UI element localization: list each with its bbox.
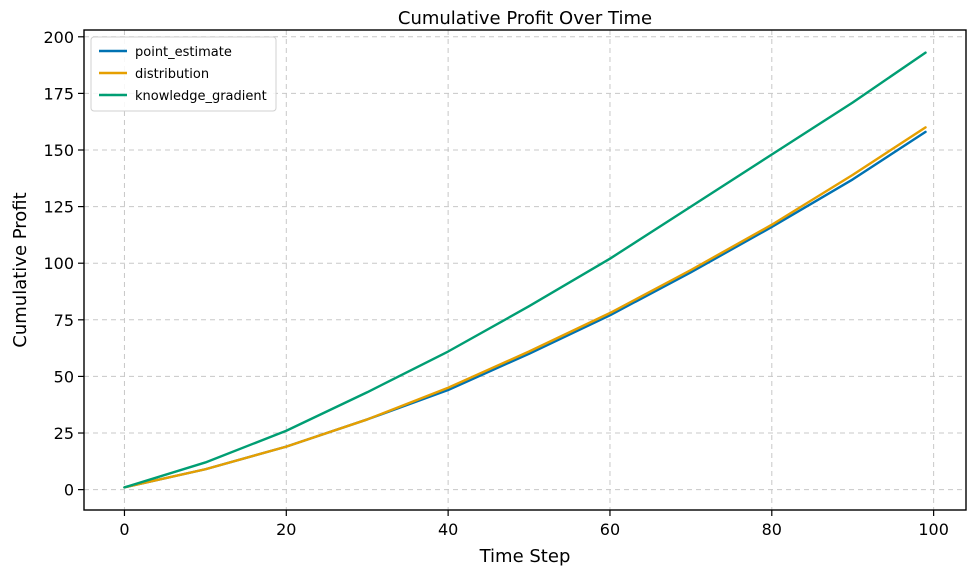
y-tick-label: 150 [43, 141, 74, 160]
y-tick-label: 175 [43, 84, 74, 103]
y-tick-label: 50 [54, 367, 74, 386]
legend-box [90, 36, 277, 112]
y-tick-label: 0 [64, 481, 74, 500]
y-tick-label: 125 [43, 198, 74, 217]
legend-label-knowledge_gradient: knowledge_gradient [135, 89, 267, 104]
axis-ticks: 0 20 40 60 80 100 0 25 50 75 100 125 150 175 200 [43, 28, 948, 539]
x-axis-title: Time Step [479, 546, 571, 567]
y-tick-label: 200 [43, 28, 74, 47]
grid-lines [84, 30, 966, 510]
series-line-knowledge_gradient [123, 51, 927, 489]
legend-label-distribution: distribution [135, 67, 209, 82]
series-line-distribution [123, 126, 927, 489]
x-tick-label: 20 [276, 520, 296, 539]
series-lines [123, 51, 927, 489]
legend-label-point_estimate: point_estimate [135, 45, 232, 60]
legend: point_estimate distribution knowledge_grad… [90, 36, 277, 112]
y-tick-label: 75 [54, 311, 74, 330]
x-tick-label: 80 [762, 520, 782, 539]
y-axis-title: Cumulative Profit [10, 192, 31, 347]
x-tick-label: 0 [119, 520, 129, 539]
x-tick-label: 100 [918, 520, 949, 539]
y-tick-label: 25 [54, 424, 74, 443]
chart-title: Cumulative Profit Over Time [398, 8, 652, 29]
x-tick-label: 40 [438, 520, 458, 539]
plot-area-frame [83, 29, 967, 511]
x-tick-label: 60 [600, 520, 620, 539]
y-tick-label: 100 [43, 254, 74, 273]
